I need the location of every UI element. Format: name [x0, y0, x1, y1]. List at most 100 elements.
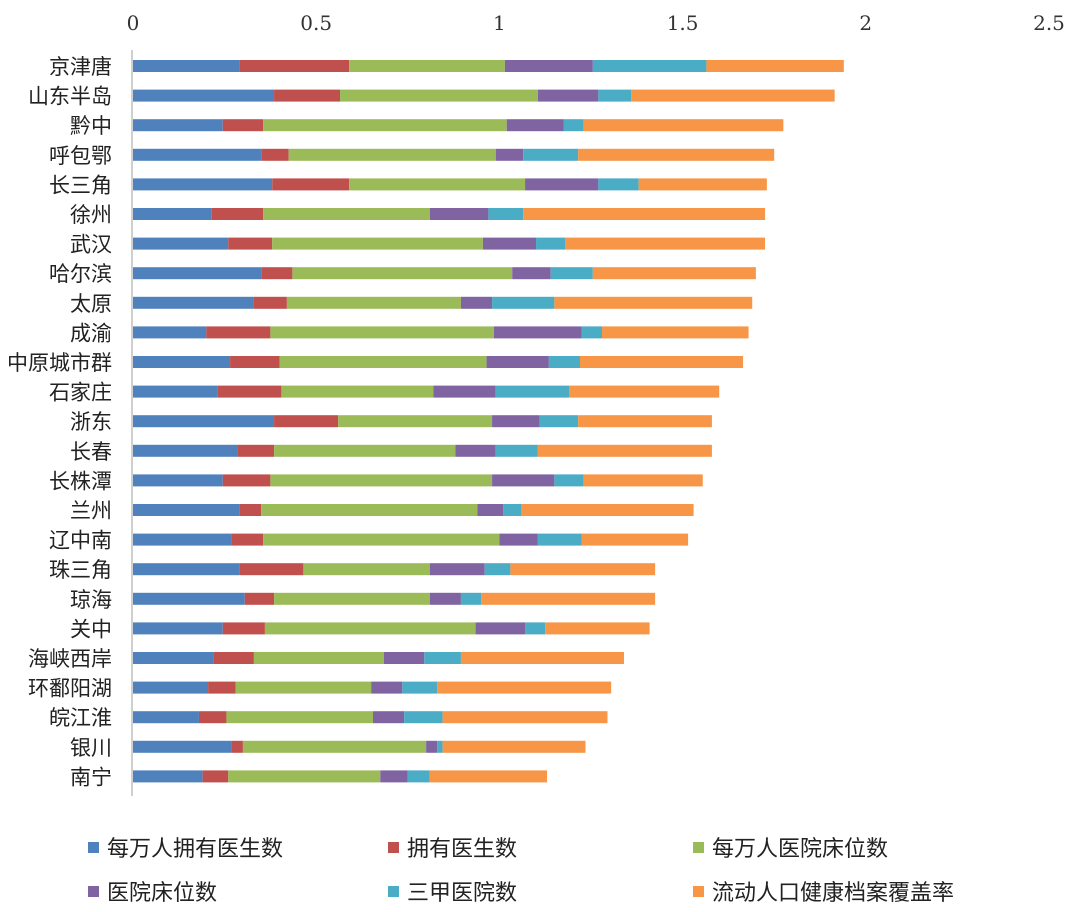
bar-segment-series-2	[274, 444, 456, 457]
bar-segment-series-3	[433, 385, 496, 398]
bar-segment-series-4	[581, 326, 602, 339]
bar-segment-series-5	[583, 474, 703, 487]
bar-segment-series-2	[303, 563, 430, 576]
bar-segment-series-2	[338, 415, 493, 428]
category-label: 南宁	[70, 765, 112, 789]
bar-segment-series-3	[504, 60, 593, 72]
legend-item: 每万人医院床位数	[693, 831, 888, 863]
bar-segment-series-1	[228, 237, 273, 250]
bar-segment-series-4	[592, 60, 707, 72]
bar-segment-series-5	[442, 711, 608, 724]
bars-layer	[133, 60, 844, 783]
bar-segment-series-5	[581, 533, 689, 546]
bar-segment-series-0	[133, 681, 209, 694]
bar-segment-series-0	[133, 504, 240, 516]
bar-segment-series-5	[523, 208, 766, 220]
bar-segment-series-4	[484, 563, 511, 576]
bar-segment-series-3	[486, 356, 549, 368]
bar-segment-series-4	[492, 296, 555, 309]
bar-segment-series-5	[460, 652, 624, 664]
bar-segment-series-1	[237, 444, 275, 457]
bar-segment-series-1	[261, 148, 289, 161]
bar-segment-series-1	[261, 267, 293, 280]
bar-segment-series-1	[239, 504, 262, 516]
bar-segment-series-3	[380, 770, 408, 783]
bar-segment-series-0	[133, 474, 223, 487]
bar-segment-series-4	[563, 119, 584, 132]
bar-segment-series-4	[437, 740, 443, 753]
bar-segment-series-1	[253, 296, 287, 309]
bar-segment-series-5	[537, 444, 712, 457]
legend-swatch	[693, 841, 704, 853]
legend-item: 拥有医生数	[388, 831, 517, 863]
bar-segment-series-4	[424, 652, 461, 664]
bar-segment-series-3	[506, 119, 564, 132]
bar-segment-series-1	[231, 740, 243, 753]
legend-label: 医院床位数	[107, 881, 218, 906]
bar-segment-series-5	[569, 385, 720, 398]
bar-segment-series-3	[372, 711, 405, 724]
bar-segment-series-2	[235, 681, 372, 694]
bar-segment-series-0	[133, 60, 240, 72]
bar-segment-series-5	[706, 60, 844, 72]
bar-segment-series-1	[272, 178, 350, 191]
bar-segment-series-2	[279, 356, 487, 368]
bar-segment-series-2	[264, 622, 476, 635]
legend-item: 医院床位数	[88, 875, 217, 907]
category-label: 长三角	[49, 173, 112, 197]
bar-segment-series-3	[492, 474, 555, 487]
bar-segment-series-2	[263, 119, 507, 132]
bar-segment-series-3	[493, 326, 582, 339]
bar-segment-series-1	[239, 60, 350, 72]
bar-segment-series-5	[592, 267, 756, 280]
bar-segment-series-2	[228, 770, 381, 783]
bar-segment-series-5	[638, 178, 767, 191]
bar-segment-series-2	[263, 533, 500, 546]
legend-swatch	[88, 841, 99, 853]
bar-segment-series-0	[133, 652, 214, 664]
bar-segment-series-0	[133, 119, 223, 132]
bar-segment-series-1	[244, 592, 275, 605]
category-label: 太原	[70, 292, 112, 316]
category-label: 皖江淮	[49, 706, 112, 730]
legend-item: 三甲医院数	[388, 875, 517, 907]
bar-segment-series-1	[213, 652, 254, 664]
bar-segment-series-3	[477, 504, 504, 516]
category-label: 环鄱阳湖	[28, 677, 112, 701]
bar-segment-series-3	[512, 267, 551, 280]
bar-segment-series-3	[492, 415, 540, 428]
bar-segment-series-0	[133, 326, 207, 339]
category-label: 武汉	[70, 233, 112, 257]
bar-segment-series-3	[475, 622, 526, 635]
bar-segment-series-0	[133, 622, 223, 635]
bar-segment-series-4	[402, 681, 438, 694]
bar-segment-series-0	[133, 356, 231, 368]
bar-segment-series-5	[580, 356, 744, 368]
bar-segment-series-2	[349, 60, 505, 72]
bar-segment-series-3	[429, 208, 489, 220]
x-tick-label: 0	[127, 11, 140, 35]
bar-segment-series-2	[286, 296, 461, 309]
bar-segment-series-0	[133, 148, 262, 161]
bar-segment-series-0	[133, 592, 245, 605]
legend-label: 每万人拥有医生数	[107, 837, 284, 862]
bar-segment-series-0	[133, 740, 232, 753]
x-tick-label: 2.5	[1033, 11, 1065, 35]
bar-segment-series-0	[133, 533, 232, 546]
bar-segment-series-1	[239, 563, 304, 576]
bar-segment-series-0	[133, 444, 238, 457]
bar-segment-series-1	[222, 119, 264, 132]
bar-segment-series-2	[340, 89, 538, 102]
bar-segment-series-1	[206, 326, 271, 339]
category-label: 黔中	[70, 114, 112, 138]
category-label: 海峡西岸	[28, 647, 112, 671]
bar-segment-series-1	[198, 711, 227, 724]
bar-segment-series-4	[495, 444, 538, 457]
legend-item: 流动人口健康档案覆盖率	[693, 875, 954, 907]
bar-segment-series-0	[133, 385, 218, 398]
bar-segment-series-5	[583, 119, 784, 132]
category-label: 长株潭	[49, 469, 112, 493]
bar-segment-series-3	[426, 740, 438, 753]
bar-segment-series-3	[482, 237, 537, 250]
bar-segment-series-0	[133, 178, 273, 191]
